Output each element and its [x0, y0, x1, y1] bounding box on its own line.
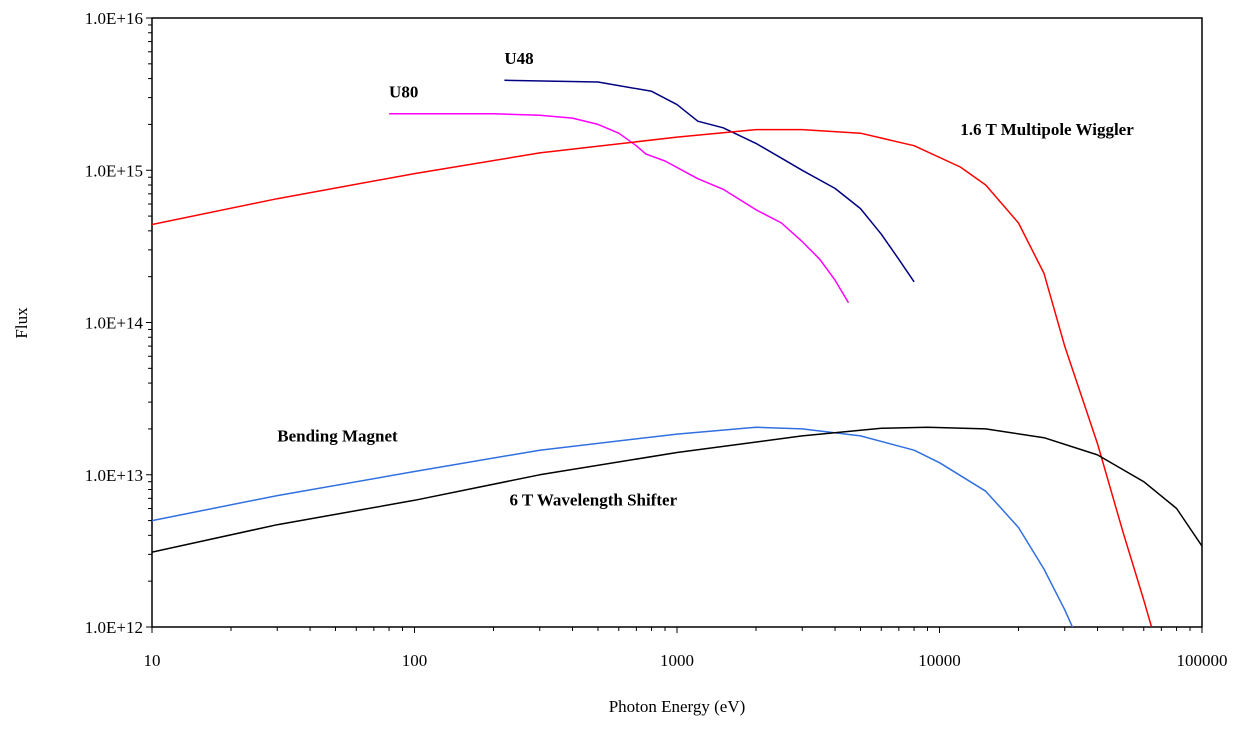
y-tick-label: 1.0E+15: [85, 161, 143, 180]
x-tick-label: 10: [144, 651, 161, 670]
series-line-bending-magnet: [152, 427, 1079, 642]
series-layer: [152, 80, 1202, 732]
series-line-u80: [389, 114, 848, 303]
axis-ticks: [146, 18, 1202, 633]
x-tick-label: 1000: [660, 651, 694, 670]
x-tick-label: 10000: [918, 651, 961, 670]
x-axis-title: Photon Energy (eV): [609, 697, 746, 716]
series-label-6-t-wavelength-shifter: 6 T Wavelength Shifter: [509, 490, 677, 509]
y-axis-title: Flux: [12, 307, 31, 339]
tick-labels: 10 100 1000 10000 100000 1.0E+12 1.0E+13 1.0E+1…: [85, 9, 1228, 670]
x-tick-label: 100: [402, 651, 428, 670]
series-label-1-6-t-multipole-wiggler: 1.6 T Multipole Wiggler: [960, 120, 1134, 139]
y-tick-label: 1.0E+14: [85, 314, 144, 333]
annotation-layer: U48 U80 1.6 T Multipole Wiggler Bending Mag…: [277, 49, 1134, 509]
x-tick-label: 100000: [1177, 651, 1228, 670]
series-label-u48: U48: [504, 49, 533, 68]
plot-frame: [152, 18, 1202, 627]
series-label-bending-magnet: Bending Magnet: [277, 427, 398, 446]
series-label-u80: U80: [389, 83, 418, 102]
y-tick-label: 1.0E+12: [85, 618, 143, 637]
y-tick-label: 1.0E+13: [85, 466, 143, 485]
y-tick-label: 1.0E+16: [85, 9, 143, 28]
series-line-u48: [504, 80, 914, 281]
